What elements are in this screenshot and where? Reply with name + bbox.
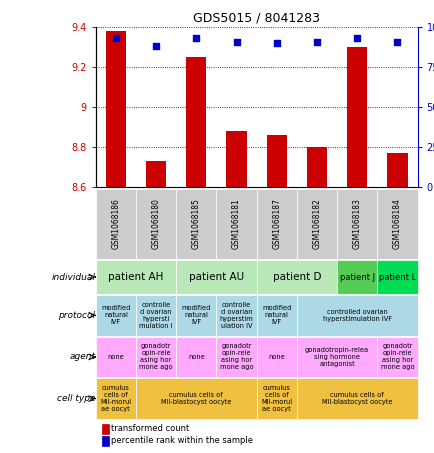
- Bar: [296, 337, 376, 377]
- Text: cumulus
cells of
MII-morul
ae oocyt: cumulus cells of MII-morul ae oocyt: [260, 385, 292, 412]
- Text: individual: individual: [51, 273, 95, 281]
- Text: modified
natural
IVF: modified natural IVF: [181, 305, 210, 325]
- Bar: [376, 260, 417, 294]
- Text: patient J: patient J: [339, 273, 374, 281]
- Text: GSM1068186: GSM1068186: [111, 198, 120, 250]
- Text: GSM1068185: GSM1068185: [191, 198, 201, 250]
- Bar: [135, 295, 176, 336]
- Bar: [135, 378, 256, 419]
- Bar: [387, 153, 407, 187]
- Bar: [176, 337, 216, 377]
- Text: transformed count: transformed count: [111, 424, 189, 434]
- Bar: [216, 189, 256, 259]
- Bar: [256, 378, 296, 419]
- Point: [112, 35, 119, 42]
- Bar: [266, 135, 286, 187]
- Point: [233, 38, 240, 45]
- Bar: [95, 378, 135, 419]
- Bar: [256, 189, 296, 259]
- Point: [353, 35, 360, 42]
- Bar: [226, 131, 246, 187]
- Point: [273, 39, 279, 47]
- Bar: [176, 295, 216, 336]
- Bar: [336, 260, 377, 294]
- Text: cumulus cells of
MII-blastocyst oocyte: cumulus cells of MII-blastocyst oocyte: [161, 392, 231, 405]
- Bar: [95, 260, 176, 294]
- Bar: [376, 337, 417, 377]
- Text: none: none: [268, 354, 285, 360]
- Text: cumulus cells of
MII-blastocyst oocyte: cumulus cells of MII-blastocyst oocyte: [321, 392, 391, 405]
- Text: modified
natural
IVF: modified natural IVF: [261, 305, 291, 325]
- Bar: [95, 295, 135, 336]
- Point: [192, 35, 199, 42]
- Text: patient L: patient L: [378, 273, 415, 281]
- Bar: [216, 337, 256, 377]
- Bar: [186, 57, 206, 187]
- Bar: [176, 189, 216, 259]
- Bar: [256, 260, 336, 294]
- Bar: [105, 31, 125, 187]
- Text: GSM1068181: GSM1068181: [231, 198, 240, 250]
- Bar: [256, 295, 296, 336]
- Text: percentile rank within the sample: percentile rank within the sample: [111, 436, 253, 445]
- Text: gonadotr
opin-rele
asing hor
mone ago: gonadotr opin-rele asing hor mone ago: [380, 343, 413, 371]
- Text: gonadotropin-relea
sing hormone
antagonist: gonadotropin-relea sing hormone antagoni…: [304, 347, 368, 367]
- Text: patient AU: patient AU: [188, 272, 243, 282]
- Text: none: none: [107, 354, 124, 360]
- Bar: [306, 147, 326, 187]
- Text: none: none: [187, 354, 204, 360]
- Bar: [102, 424, 109, 434]
- Point: [152, 43, 159, 50]
- Title: GDS5015 / 8041283: GDS5015 / 8041283: [193, 12, 319, 24]
- Bar: [256, 337, 296, 377]
- Bar: [95, 337, 135, 377]
- Text: GSM1068184: GSM1068184: [392, 198, 401, 250]
- Text: GSM1068187: GSM1068187: [272, 198, 281, 250]
- Bar: [146, 161, 166, 187]
- Text: cell type: cell type: [57, 394, 95, 403]
- Text: GSM1068182: GSM1068182: [312, 198, 321, 250]
- Text: agent: agent: [69, 352, 95, 361]
- Bar: [216, 295, 256, 336]
- Bar: [346, 47, 366, 187]
- Bar: [336, 189, 377, 259]
- Bar: [376, 189, 417, 259]
- Text: gonadotr
opin-rele
asing hor
mone ago: gonadotr opin-rele asing hor mone ago: [139, 343, 172, 371]
- Bar: [102, 436, 109, 446]
- Text: patient AH: patient AH: [108, 272, 163, 282]
- Bar: [95, 189, 135, 259]
- Text: modified
natural
IVF: modified natural IVF: [101, 305, 130, 325]
- Text: GSM1068180: GSM1068180: [151, 198, 160, 250]
- Bar: [135, 337, 176, 377]
- Text: controlle
d ovarian
hypersti
mulation I: controlle d ovarian hypersti mulation I: [139, 302, 172, 329]
- Text: controlled ovarian
hyperstimulation IVF: controlled ovarian hyperstimulation IVF: [322, 309, 391, 322]
- Point: [393, 38, 400, 45]
- Point: [313, 38, 320, 45]
- Bar: [135, 189, 176, 259]
- Text: patient D: patient D: [272, 272, 320, 282]
- Bar: [296, 378, 417, 419]
- Bar: [176, 260, 256, 294]
- Text: cumulus
cells of
MII-morul
ae oocyt: cumulus cells of MII-morul ae oocyt: [100, 385, 131, 412]
- Text: GSM1068183: GSM1068183: [352, 198, 361, 250]
- Text: protocol: protocol: [58, 311, 95, 320]
- Bar: [296, 189, 336, 259]
- Bar: [296, 295, 417, 336]
- Text: gonadotr
opin-rele
asing hor
mone ago: gonadotr opin-rele asing hor mone ago: [219, 343, 253, 371]
- Text: controlle
d ovarian
hyperstim
ulation IV: controlle d ovarian hyperstim ulation IV: [219, 302, 253, 329]
